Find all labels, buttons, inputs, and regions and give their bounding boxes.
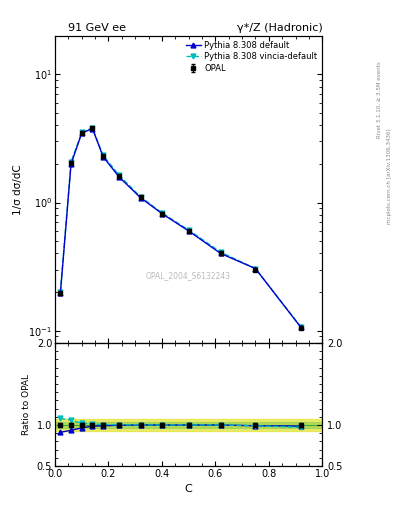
Pythia 8.308 vincia-default — [299, 324, 303, 330]
Y-axis label: 1/σ dσ/dC: 1/σ dσ/dC — [13, 164, 23, 215]
Pythia 8.308 vincia-default — [101, 153, 105, 159]
Pythia 8.308 default — [90, 125, 95, 132]
Pythia 8.308 vincia-default — [186, 227, 191, 233]
Pythia 8.308 vincia-default — [117, 172, 121, 178]
Pythia 8.308 default — [117, 174, 121, 180]
Legend: Pythia 8.308 default, Pythia 8.308 vincia-default, OPAL: Pythia 8.308 default, Pythia 8.308 vinci… — [182, 37, 321, 76]
Line: Pythia 8.308 vincia-default: Pythia 8.308 vincia-default — [58, 125, 303, 329]
Pythia 8.308 default — [253, 266, 258, 272]
X-axis label: C: C — [185, 484, 193, 494]
Pythia 8.308 vincia-default — [219, 249, 223, 255]
Line: Pythia 8.308 default: Pythia 8.308 default — [58, 126, 303, 330]
Pythia 8.308 default — [186, 228, 191, 234]
Pythia 8.308 default — [299, 324, 303, 330]
Text: mcplots.cern.ch [arXiv:1306.3436]: mcplots.cern.ch [arXiv:1306.3436] — [387, 128, 391, 224]
Text: γ*/Z (Hadronic): γ*/Z (Hadronic) — [237, 23, 322, 33]
Pythia 8.308 default — [69, 161, 73, 167]
Pythia 8.308 vincia-default — [79, 130, 84, 136]
Pythia 8.308 default — [138, 195, 143, 201]
Pythia 8.308 default — [101, 154, 105, 160]
Text: OPAL_2004_S6132243: OPAL_2004_S6132243 — [146, 271, 231, 280]
Pythia 8.308 default — [160, 210, 164, 217]
Pythia 8.308 default — [79, 130, 84, 136]
Pythia 8.308 default — [58, 290, 63, 296]
Pythia 8.308 vincia-default — [138, 194, 143, 200]
Text: 91 GeV ee: 91 GeV ee — [68, 23, 127, 33]
Pythia 8.308 default — [219, 250, 223, 257]
Pythia 8.308 vincia-default — [69, 159, 73, 165]
Pythia 8.308 vincia-default — [90, 125, 95, 131]
Pythia 8.308 vincia-default — [58, 289, 63, 295]
Pythia 8.308 vincia-default — [253, 266, 258, 272]
Y-axis label: Ratio to OPAL: Ratio to OPAL — [22, 374, 31, 435]
Text: Rivet 3.1.10, ≥ 3.5M events: Rivet 3.1.10, ≥ 3.5M events — [377, 61, 382, 138]
Pythia 8.308 vincia-default — [160, 210, 164, 216]
